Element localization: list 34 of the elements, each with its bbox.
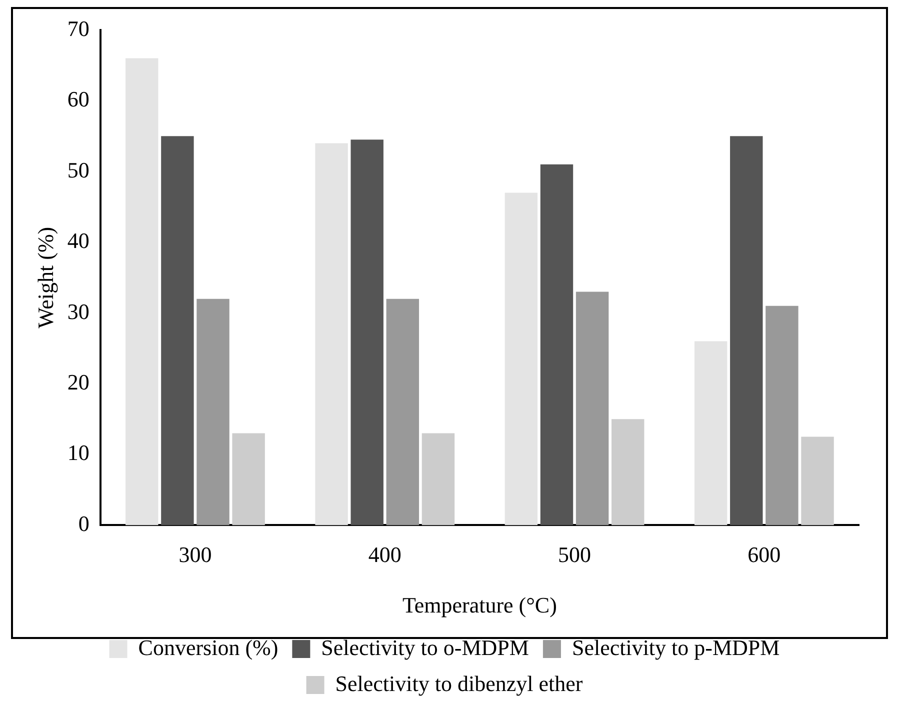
y-tick-label: 0 (78, 510, 90, 536)
y-axis-title: Weight (%) (32, 226, 58, 328)
bar (161, 136, 194, 526)
bar (232, 433, 265, 526)
bar (576, 292, 609, 526)
legend-label: Selectivity to p-MDPM (572, 634, 780, 660)
bar (766, 306, 798, 526)
x-tick-label: 500 (558, 542, 592, 568)
x-tick-label: 600 (748, 542, 781, 568)
bar (422, 433, 455, 526)
bar (504, 192, 538, 526)
bar (694, 341, 728, 526)
bar (540, 164, 574, 526)
bar (350, 140, 384, 526)
y-tick-label: 60 (67, 86, 90, 112)
y-tick-label: 50 (67, 157, 90, 182)
legend-label: Selectivity to dibenzyl ether (335, 670, 584, 696)
bar (126, 58, 158, 526)
bar (612, 419, 644, 526)
bar (730, 136, 763, 526)
x-tick-label: 400 (368, 542, 402, 568)
y-tick-label: 20 (67, 369, 90, 394)
legend-label: Selectivity to o-MDPM (321, 634, 529, 660)
y-tick-label: 40 (67, 228, 90, 254)
bar (801, 436, 834, 526)
y-tick-label: 30 (67, 298, 90, 324)
bar (196, 298, 230, 526)
y-tick-label: 10 (67, 440, 90, 466)
x-axis-title: Temperature (°C) (402, 592, 557, 618)
y-tick-label: 70 (67, 16, 90, 41)
x-tick-label: 300 (178, 542, 212, 568)
legend-label: Conversion (%) (138, 634, 278, 660)
bar (315, 143, 348, 526)
bar (386, 298, 420, 526)
